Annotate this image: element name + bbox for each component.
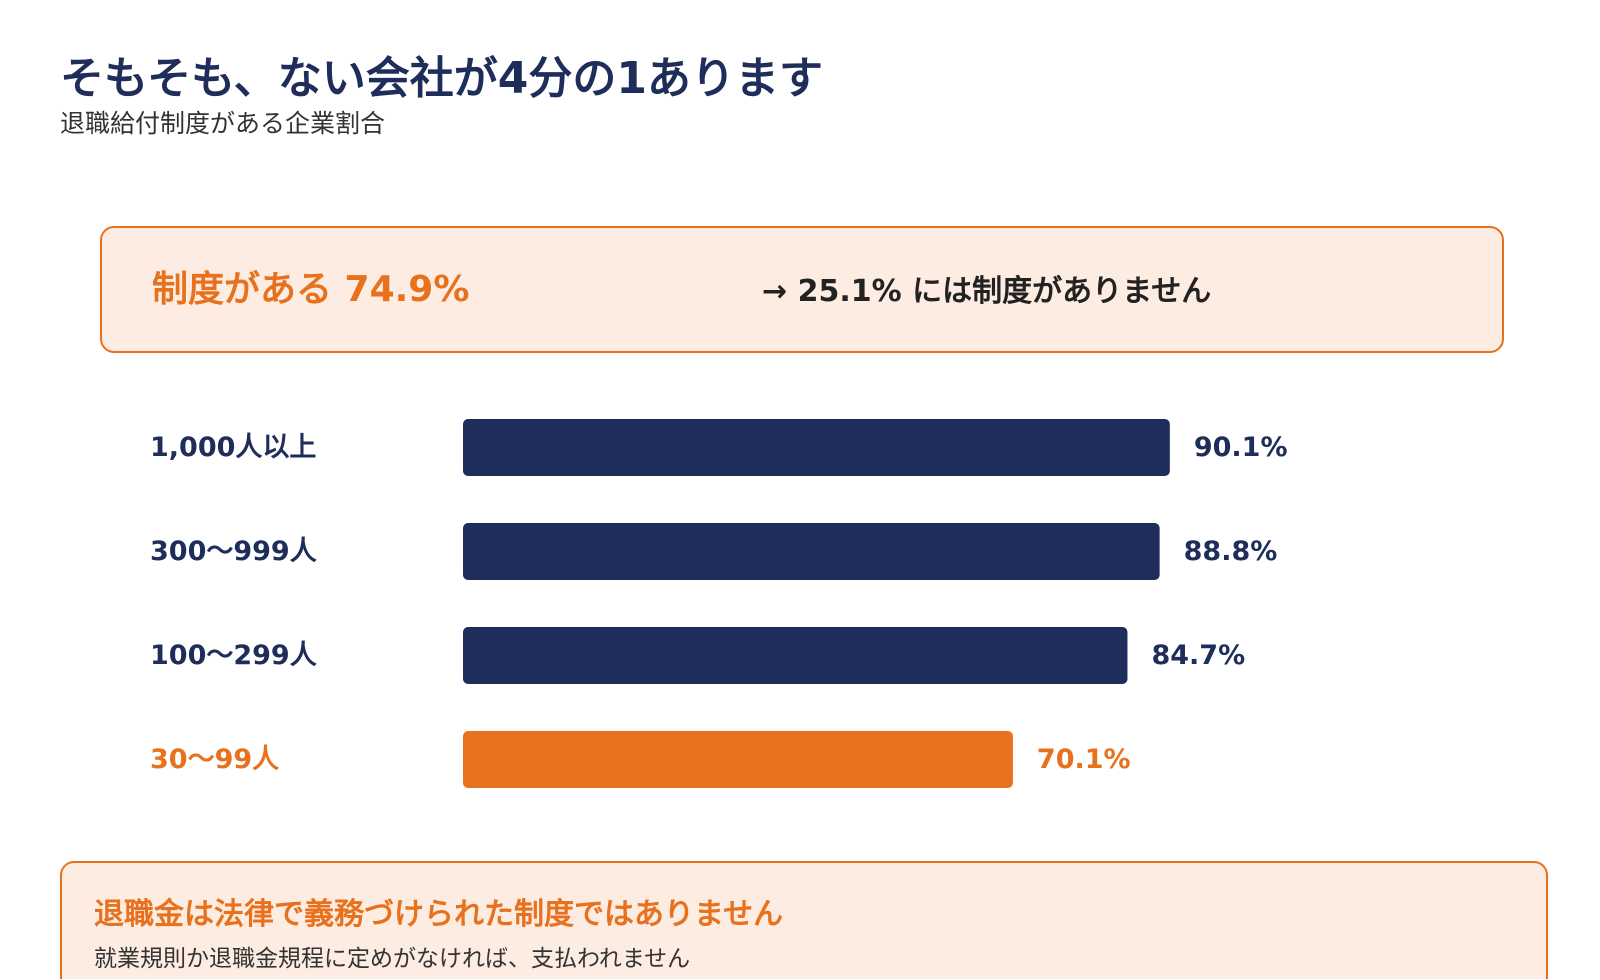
value-label: 90.1% (1194, 432, 1288, 463)
summary-box: 制度がある 74.9% → 25.1% には制度がありません (100, 226, 1504, 353)
category-label: 100〜299人 (150, 640, 317, 671)
category-label: 300〜999人 (150, 536, 317, 567)
bar (463, 731, 1013, 788)
value-label: 88.8% (1184, 536, 1278, 567)
footer-text: 就業規則か退職金規程に定めがなければ、支払われません (94, 946, 691, 972)
summary-main-stat: 制度がある 74.9% (152, 269, 470, 310)
value-label: 84.7% (1151, 640, 1245, 671)
category-label: 30〜99人 (150, 744, 279, 775)
page-title: そもそも、ない会社が4分の1あります (60, 53, 824, 104)
bar (463, 627, 1128, 684)
page-subtitle: 退職給付制度がある企業割合 (60, 109, 386, 138)
footer-callout: 退職金は法律で義務づけられた制度ではありません 就業規則か退職金規程に定めがなけ… (60, 861, 1548, 979)
category-label: 1,000人以上 (150, 432, 316, 463)
footer-title: 退職金は法律で義務づけられた制度ではありません (94, 897, 784, 932)
summary-note: → 25.1% には制度がありません (762, 274, 1212, 309)
bar-chart: 1,000人以上 90.1% 300〜999人 88.8% 100〜299人 84.7% 3… (150, 419, 1288, 788)
bar (463, 419, 1170, 476)
value-label: 70.1% (1037, 744, 1131, 775)
bar (463, 523, 1160, 580)
